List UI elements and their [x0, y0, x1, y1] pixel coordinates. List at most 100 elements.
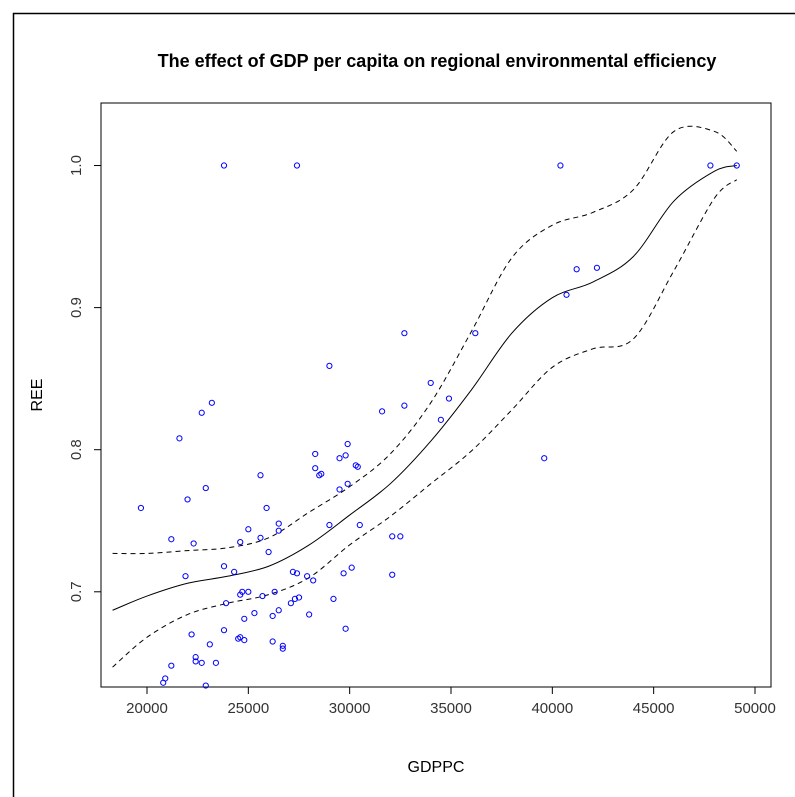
- y-tick-label: 0.7: [68, 581, 85, 602]
- y-tick-label: 0.9: [68, 297, 85, 318]
- point: [295, 594, 303, 601]
- point: [275, 520, 282, 527]
- x-tick-label: 30000: [329, 700, 371, 717]
- point: [237, 538, 244, 546]
- point: [220, 162, 228, 169]
- point: [344, 480, 351, 487]
- point: [287, 600, 294, 607]
- point: [275, 527, 282, 534]
- point: [231, 568, 238, 576]
- point: [198, 659, 205, 666]
- point: [437, 416, 444, 423]
- point: [336, 486, 343, 493]
- point: [168, 662, 175, 669]
- point: [306, 611, 313, 618]
- point: [289, 568, 297, 576]
- point: [241, 637, 248, 644]
- point: [269, 612, 276, 620]
- point: [245, 526, 252, 533]
- frame: [12, 12, 795, 797]
- y-tick-label: 1.0: [68, 155, 85, 176]
- point: [563, 291, 570, 298]
- x-tick-label: 50000: [734, 700, 776, 717]
- point: [263, 504, 270, 512]
- point: [336, 455, 343, 462]
- y-tick-label: 0.8: [68, 439, 85, 460]
- fit-curve: [112, 165, 737, 611]
- point: [401, 402, 408, 409]
- point: [265, 548, 272, 556]
- lower-curve: [112, 179, 738, 668]
- point: [342, 452, 349, 459]
- point: [472, 330, 479, 337]
- x-tick-label: 20000: [126, 700, 168, 717]
- upper-curve: [112, 125, 738, 555]
- point: [354, 463, 361, 470]
- x-tick-label: 40000: [531, 700, 573, 717]
- point: [557, 162, 564, 169]
- point: [326, 362, 333, 369]
- point: [220, 627, 228, 634]
- point: [304, 573, 311, 580]
- point: [192, 654, 199, 661]
- point: [330, 595, 337, 603]
- point: [182, 573, 189, 580]
- point: [316, 472, 323, 479]
- x-axis-label: GDPPC: [408, 759, 465, 776]
- point: [312, 465, 319, 472]
- point: [269, 638, 276, 645]
- point: [389, 533, 396, 540]
- point: [445, 395, 453, 402]
- point: [259, 592, 266, 600]
- point: [212, 659, 220, 666]
- x-tick-label: 25000: [227, 700, 269, 717]
- point: [291, 595, 299, 603]
- point: [206, 641, 213, 648]
- point: [257, 534, 264, 541]
- point: [342, 625, 349, 632]
- point: [160, 679, 167, 686]
- point: [344, 440, 351, 448]
- point: [348, 564, 355, 571]
- x-tick-label: 35000: [430, 700, 472, 717]
- point: [190, 540, 197, 547]
- point: [222, 600, 230, 607]
- point: [389, 571, 396, 578]
- point: [427, 379, 434, 387]
- point: [312, 450, 319, 458]
- point: [279, 642, 286, 649]
- point: [176, 435, 183, 442]
- plot-box: [100, 102, 772, 688]
- x-tick-label: 45000: [633, 700, 675, 717]
- point: [202, 484, 209, 492]
- point: [220, 563, 228, 570]
- point: [271, 588, 278, 595]
- y-axis-label: REE: [29, 379, 46, 412]
- point: [198, 409, 205, 416]
- point: [573, 266, 580, 273]
- point: [202, 682, 209, 689]
- point: [340, 570, 347, 577]
- chart-title: The effect of GDP per capita on regional…: [158, 51, 717, 71]
- point: [188, 631, 195, 638]
- point: [733, 162, 740, 169]
- point: [541, 455, 548, 462]
- point: [237, 591, 244, 598]
- point: [257, 472, 264, 479]
- point: [235, 635, 242, 642]
- point: [279, 645, 286, 652]
- point: [378, 408, 386, 415]
- point: [245, 588, 252, 595]
- point: [310, 577, 317, 584]
- point: [168, 536, 175, 543]
- point: [208, 399, 215, 406]
- point: [293, 570, 301, 577]
- point: [593, 264, 601, 271]
- point: [401, 330, 408, 337]
- point: [241, 615, 248, 622]
- point: [293, 162, 301, 169]
- point: [137, 504, 145, 512]
- point: [397, 533, 404, 540]
